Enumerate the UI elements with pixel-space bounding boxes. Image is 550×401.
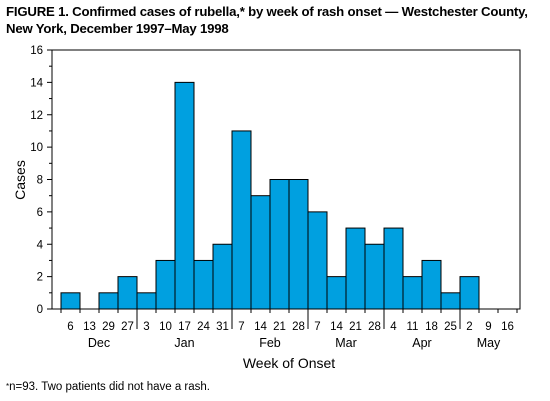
week-label-19: 18: [425, 321, 438, 333]
week-label-1: 13: [83, 321, 96, 333]
week-label-4: 3: [143, 321, 149, 333]
month-label-dec: Dec: [88, 336, 110, 350]
month-label-feb: Feb: [259, 336, 281, 350]
y-tick-label-16: 16: [30, 45, 43, 57]
axes-layer: [47, 49, 521, 329]
y-tick-label-10: 10: [30, 142, 43, 154]
bar-5: [155, 259, 176, 310]
bar-4: [136, 292, 157, 310]
bar-19: [421, 259, 442, 310]
bar-21: [459, 276, 480, 310]
bar-3: [117, 276, 138, 310]
bar-12: [288, 179, 309, 310]
bar-7: [193, 259, 214, 310]
bar-10: [250, 195, 271, 310]
bar-0: [60, 292, 81, 310]
figure-title: FIGURE 1. Confirmed cases of rubella,* b…: [6, 3, 546, 37]
bar-2: [98, 292, 119, 310]
bar-20: [440, 292, 461, 310]
bar-15: [345, 227, 366, 310]
week-label-9: 7: [238, 321, 244, 333]
week-label-10: 14: [254, 321, 267, 333]
bar-17: [383, 227, 404, 310]
month-label-jan: Jan: [174, 336, 194, 350]
bar-18: [402, 276, 423, 310]
y-tick-label-12: 12: [30, 110, 43, 122]
week-label-5: 10: [159, 321, 172, 333]
bars-layer: [60, 81, 480, 310]
footnote-text: n=93. Two patients did not have a rash.: [9, 381, 210, 393]
week-label-11: 21: [273, 321, 286, 333]
week-label-15: 21: [349, 321, 362, 333]
week-label-3: 27: [121, 321, 134, 333]
y-tick-label-2: 2: [37, 272, 43, 284]
month-label-mar: Mar: [335, 336, 357, 350]
y-tick-label-14: 14: [30, 77, 43, 89]
footnote: *n=93. Two patients did not have a rash.: [6, 381, 210, 393]
bar-6: [174, 81, 195, 310]
y-tick-label-4: 4: [37, 239, 44, 251]
month-label-may: May: [477, 336, 501, 350]
footnote-marker: *: [6, 382, 10, 391]
bar-8: [212, 243, 233, 310]
week-label-7: 24: [197, 321, 210, 333]
bar-11: [269, 179, 290, 310]
week-label-16: 28: [368, 321, 381, 333]
y-axis-label: Cases: [12, 160, 28, 200]
week-label-14: 14: [330, 321, 343, 333]
week-label-8: 31: [216, 321, 229, 333]
week-label-0: 6: [67, 321, 73, 333]
y-tick-label-0: 0: [37, 304, 43, 316]
week-label-18: 11: [407, 321, 419, 333]
week-label-17: 4: [390, 321, 397, 333]
week-label-23: 16: [501, 321, 514, 333]
week-label-2: 29: [102, 321, 115, 333]
week-label-6: 17: [178, 321, 191, 333]
bar-9: [231, 130, 252, 310]
y-tick-label-8: 8: [37, 175, 43, 187]
week-label-21: 2: [466, 321, 472, 333]
title-line-1: FIGURE 1. Confirmed cases of rubella,* b…: [6, 4, 528, 19]
month-label-apr: Apr: [412, 336, 431, 350]
title-line-2: New York, December 1997–May 1998: [6, 21, 229, 36]
week-label-20: 25: [444, 321, 457, 333]
x-axis-label: Week of Onset: [243, 355, 335, 371]
week-label-12: 28: [292, 321, 305, 333]
week-label-22: 9: [485, 321, 491, 333]
bar-13: [307, 211, 328, 310]
y-tick-label-6: 6: [37, 207, 43, 219]
week-label-13: 7: [314, 321, 320, 333]
bar-16: [364, 243, 385, 310]
bar-14: [326, 276, 347, 310]
